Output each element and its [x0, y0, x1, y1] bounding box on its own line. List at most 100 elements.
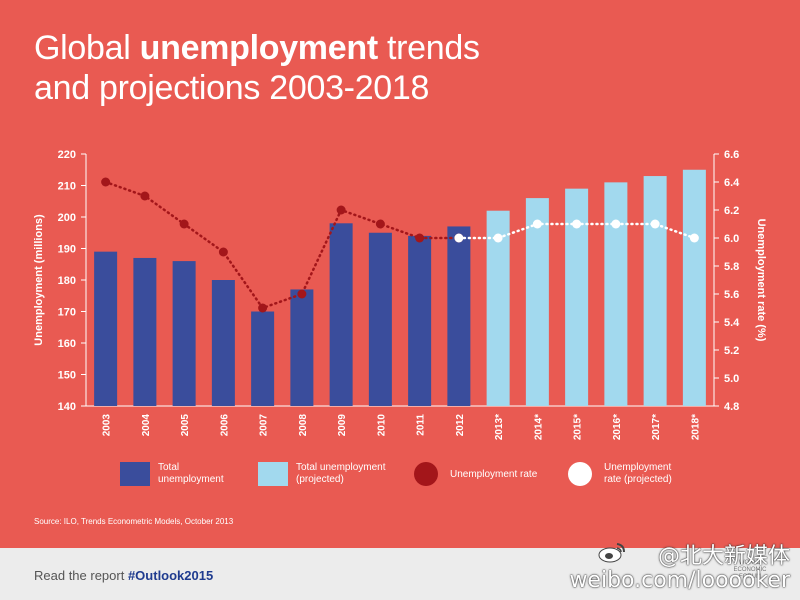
bar	[447, 226, 471, 406]
legend-label-rate-projected: Unemployment rate (projected)	[604, 462, 724, 486]
wef-logo-line-2: ECONOMIC	[733, 567, 767, 573]
bar	[251, 311, 275, 406]
y-tick-label-left: 150	[58, 370, 76, 382]
bar	[604, 182, 628, 406]
weibo-icon	[598, 543, 625, 563]
legend-label-total-2: unemployment	[158, 474, 224, 485]
title-line-2: and projections 2003-2018	[34, 69, 430, 107]
watermark-url: weibo.com/looooker	[569, 568, 790, 593]
x-tick-label: 2009	[337, 414, 348, 437]
title-bold: unemployment	[139, 29, 379, 67]
wef-logo-line-1: WORLD	[738, 560, 762, 566]
y-tick-label-left: 180	[58, 275, 76, 287]
source-note: Source: ILO, Trends Econometric Models, …	[34, 517, 234, 526]
legend-label-total-1: Total	[158, 462, 180, 473]
y-tick-label-left: 190	[58, 244, 76, 256]
legend-dot-rate	[414, 462, 438, 486]
x-tick-label: 2007	[259, 414, 270, 437]
footer-bar: Read the report #Outlook2015	[0, 548, 800, 600]
rate-point	[650, 219, 660, 229]
bar	[682, 169, 706, 406]
y-tick-label-left: 210	[58, 181, 76, 193]
bar	[486, 210, 510, 406]
legend-label-projected-1: Total unemployment	[296, 462, 386, 473]
rate-point	[258, 303, 268, 313]
x-tick-label: 2014*	[533, 414, 544, 440]
title-part1: Global	[34, 29, 140, 67]
legend-label-rate-projected-2: rate (projected)	[604, 474, 672, 485]
y-tick-label-right: 4.8	[724, 401, 739, 413]
rate-point	[454, 233, 464, 243]
bar	[172, 261, 196, 406]
rate-point	[689, 233, 699, 243]
y-tick-label-left: 220	[58, 149, 76, 161]
rate-point	[532, 219, 542, 229]
y-tick-label-left: 140	[58, 401, 76, 413]
bar	[133, 257, 157, 406]
x-tick-label: 2013*	[494, 414, 505, 440]
x-tick-label: 2017*	[651, 414, 662, 440]
x-tick-label: 2012	[455, 414, 466, 437]
bar	[329, 223, 353, 406]
legend-label-projected: Total unemployment (projected)	[296, 462, 416, 486]
wef-logo: WORLD ECONOMIC FORUM	[730, 560, 770, 581]
legend-label-rate-projected-1: Unemployment	[604, 462, 672, 473]
y-tick-label-right: 6.0	[724, 233, 739, 245]
bar	[525, 198, 549, 406]
y-tick-label-right: 6.2	[724, 205, 739, 217]
chart-panel	[0, 0, 800, 548]
wef-logo-line-3: FORUM	[739, 574, 761, 580]
bar	[643, 176, 667, 406]
y-tick-label-right: 5.6	[724, 289, 739, 301]
y-tick-label-left: 200	[58, 212, 76, 224]
y-axis-title-left: Unemployment (millions)	[33, 214, 45, 346]
title-line-1: Global unemployment trends	[34, 28, 480, 68]
bar	[408, 235, 432, 406]
chart-title: Global unemployment trends and projectio…	[34, 28, 480, 108]
x-tick-label: 2003	[102, 414, 113, 437]
x-tick-label: 2018*	[690, 414, 701, 440]
rate-point	[218, 247, 228, 257]
x-tick-label: 2016*	[612, 414, 623, 440]
rate-point	[101, 177, 111, 187]
x-tick-label: 2015*	[573, 414, 584, 440]
rate-point	[572, 219, 582, 229]
legend-label-projected-2: (projected)	[296, 474, 344, 485]
x-tick-label: 2005	[180, 414, 191, 437]
rate-point	[140, 191, 150, 201]
legend-swatch-actual	[120, 462, 150, 486]
hashtag-link[interactable]: #Outlook2015	[127, 568, 214, 583]
rate-point	[297, 289, 307, 299]
legend-label-rate: Unemployment rate	[450, 469, 538, 480]
bar	[211, 280, 235, 406]
rate-point	[493, 233, 503, 243]
watermark-handle: @北大新媒体	[657, 544, 790, 569]
bar	[368, 232, 392, 406]
x-tick-label: 2011	[416, 414, 427, 436]
rate-point	[336, 205, 346, 215]
y-tick-label-right: 5.0	[724, 373, 739, 385]
read-report-link[interactable]: Read the report #Outlook2015	[34, 568, 213, 583]
rate-line	[104, 180, 461, 310]
x-tick-label: 2010	[376, 414, 387, 437]
y-tick-label-left: 160	[58, 338, 76, 350]
x-tick-label: 2004	[141, 414, 152, 437]
y-tick-label-left: 170	[58, 307, 76, 319]
title-part2: trends	[377, 29, 480, 67]
legend-dot-rate-projected	[568, 462, 592, 486]
combo-chart: 140 150 160 170 180 190 200 210 220 4.8 5.0 5.2 5.4 5…	[33, 149, 767, 440]
bar	[565, 188, 589, 406]
y-axis-title-right: Unemployment rate (%)	[755, 219, 767, 342]
rate-point	[611, 219, 621, 229]
bar	[290, 289, 314, 406]
y-tick-label-right: 5.2	[724, 345, 739, 357]
legend-swatch-projected	[258, 462, 288, 486]
y-tick-label-right: 6.4	[724, 177, 740, 189]
legend-label-total: Total unemployment	[158, 462, 278, 486]
read-prefix: Read the report	[34, 568, 128, 583]
x-tick-label: 2006	[219, 414, 230, 437]
y-tick-label-right: 6.6	[724, 149, 739, 161]
x-tick-label: 2008	[298, 414, 309, 437]
bar	[94, 251, 118, 406]
rate-point	[415, 233, 425, 243]
